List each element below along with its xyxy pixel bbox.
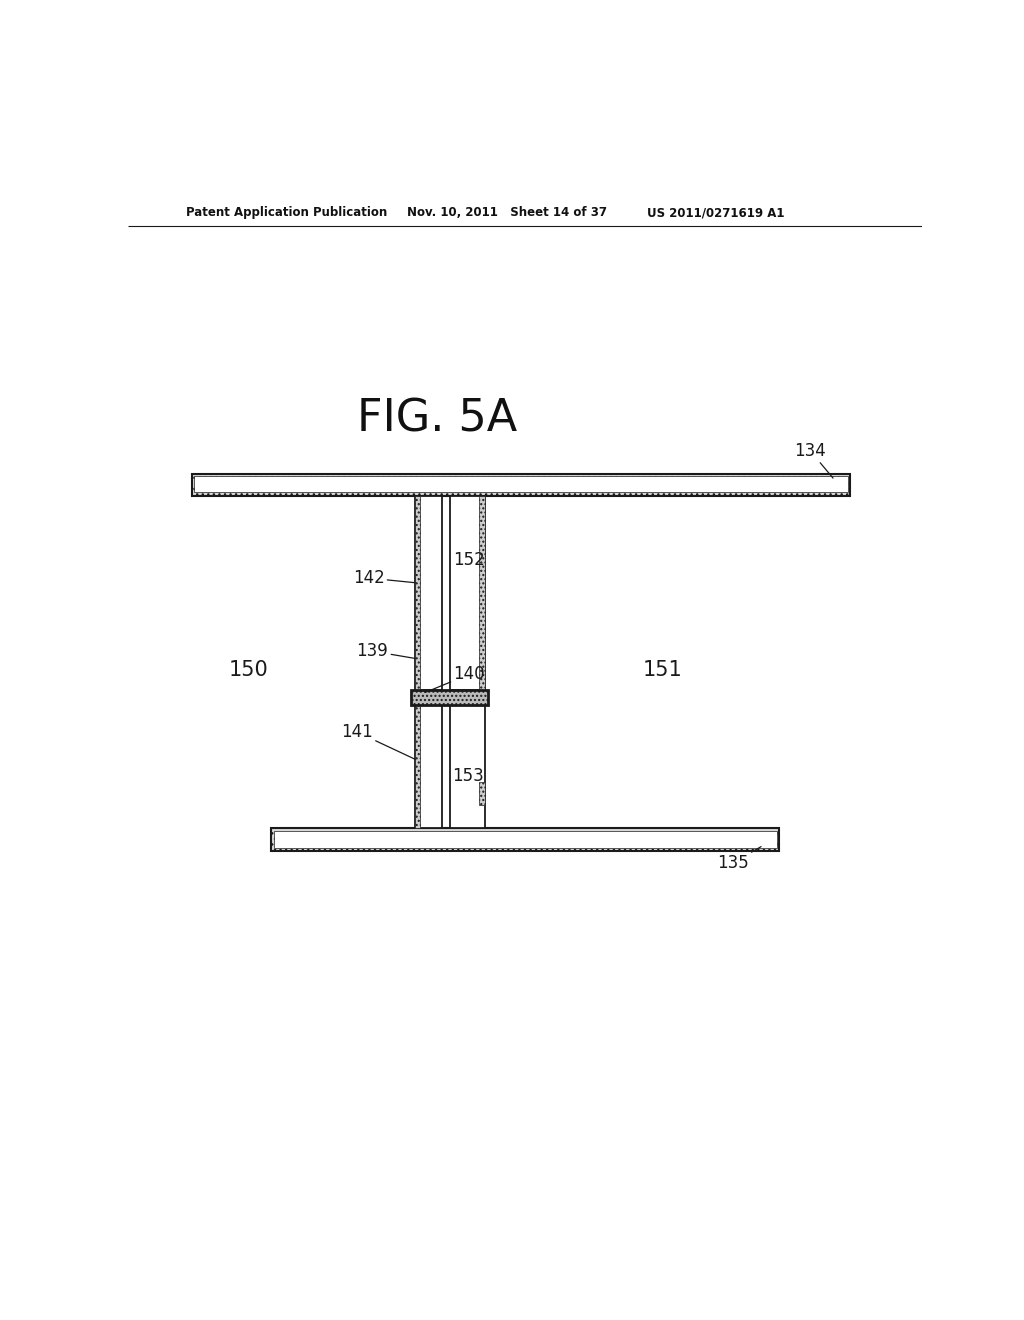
Text: 153: 153 — [452, 767, 483, 784]
Text: 141: 141 — [341, 723, 416, 759]
Text: 140: 140 — [425, 665, 485, 693]
Text: 139: 139 — [356, 643, 415, 660]
Text: 151: 151 — [643, 660, 683, 680]
Bar — [479, 781, 484, 805]
Bar — [191, 474, 850, 496]
Text: 152: 152 — [454, 552, 485, 569]
Bar — [194, 477, 848, 492]
Text: US 2011/0271619 A1: US 2011/0271619 A1 — [647, 206, 784, 219]
Bar — [411, 689, 488, 705]
Text: Patent Application Publication: Patent Application Publication — [186, 206, 387, 219]
Bar — [450, 496, 484, 689]
Bar — [271, 829, 779, 851]
Bar — [273, 830, 776, 847]
Text: 134: 134 — [795, 442, 833, 478]
Bar — [415, 705, 420, 829]
Bar — [415, 705, 442, 829]
Text: 135: 135 — [717, 846, 761, 873]
Text: 142: 142 — [352, 569, 415, 587]
Bar — [450, 705, 484, 829]
Text: 150: 150 — [228, 660, 268, 680]
Text: Nov. 10, 2011   Sheet 14 of 37: Nov. 10, 2011 Sheet 14 of 37 — [407, 206, 607, 219]
Bar — [415, 496, 442, 689]
Bar — [479, 496, 484, 689]
Bar — [415, 496, 420, 689]
Text: FIG. 5A: FIG. 5A — [356, 397, 517, 440]
